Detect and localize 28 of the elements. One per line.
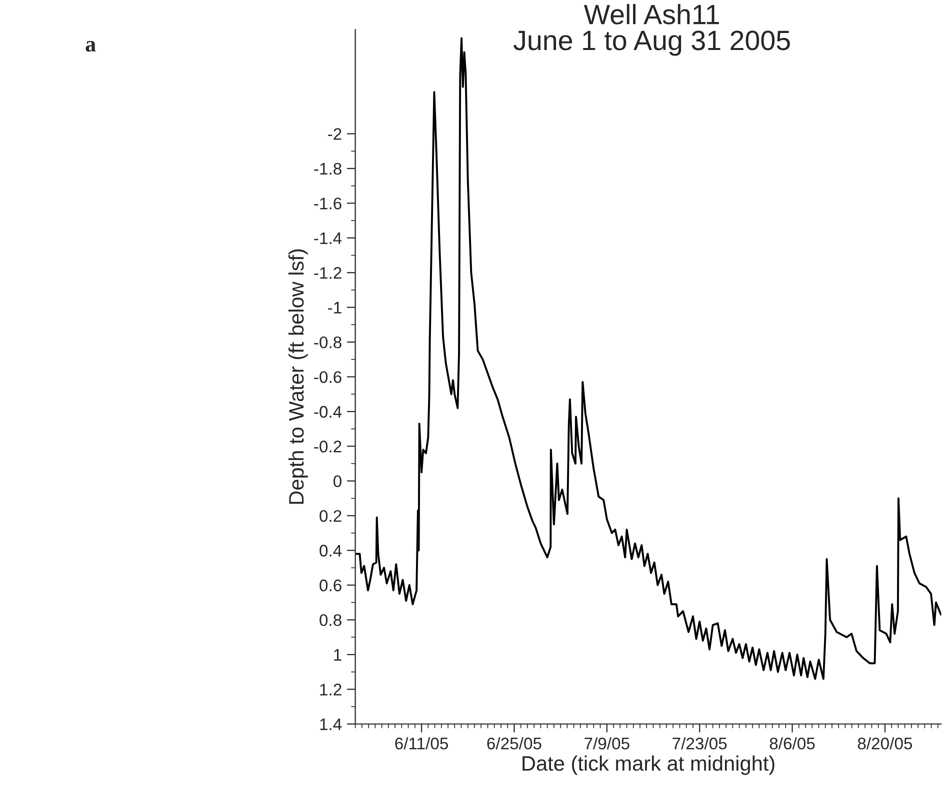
x-tick-label: 7/23/05 [672, 737, 727, 750]
y-tick-label: -1.2 [314, 267, 342, 279]
y-tick-label: 1.2 [320, 684, 342, 696]
y-tick-label: -2 [328, 128, 342, 140]
y-axis-title: Depth to Water (ft below lsf) [288, 249, 308, 504]
chart-title: Well Ash11 June 1 to Aug 31 2005 [513, 4, 790, 56]
y-tick-label: -1 [328, 302, 342, 314]
y-tick-label: -1.4 [314, 232, 342, 244]
x-tick-label: 6/25/05 [487, 737, 542, 750]
y-tick-label: -0.6 [314, 371, 342, 384]
x-tick-label: 8/6/05 [770, 737, 815, 750]
y-tick-label: -0.8 [314, 336, 342, 348]
y-tick-label: -0.4 [314, 406, 342, 418]
y-tick-label: -1.8 [314, 162, 342, 175]
x-tick-label: 7/9/05 [584, 737, 630, 750]
y-tick-label: -1.6 [314, 198, 342, 210]
y-tick-label: -0.2 [314, 440, 342, 452]
y-tick-label: 1 [334, 649, 342, 661]
y-tick-label: 0 [334, 475, 342, 488]
y-tick-label: 1.4 [320, 718, 342, 730]
x-tick-label: 6/11/05 [395, 737, 448, 750]
x-tick-label: 8/20/05 [858, 737, 912, 750]
y-tick-label: 0.2 [320, 510, 342, 522]
text: a [86, 40, 96, 52]
y-tick-label: 0.4 [320, 544, 342, 557]
y-tick-label: 0.8 [320, 614, 342, 626]
y-tick-label: 0.6 [320, 580, 342, 592]
x-axis-title: Date (tick mark at midnight) [522, 756, 774, 775]
